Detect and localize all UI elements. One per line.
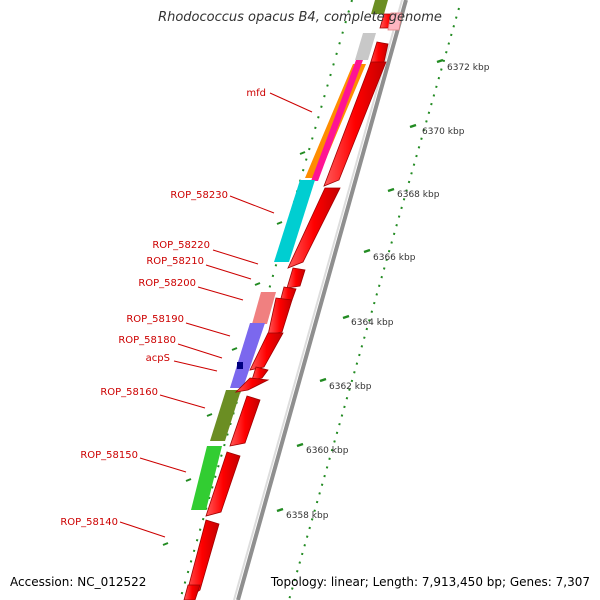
kbp-label: 6366 kbp bbox=[373, 253, 416, 263]
gene-label: acpS bbox=[146, 353, 170, 364]
kbp-label: 6368 kbp bbox=[397, 190, 440, 200]
inner-ticks bbox=[162, 151, 306, 546]
gene-label: ROP_58200 bbox=[138, 278, 196, 289]
gene-label: ROP_58150 bbox=[80, 450, 138, 461]
kbp-label: 6358 kbp bbox=[286, 511, 329, 521]
genome-title: Rhodococcus opacus B4, complete genome bbox=[158, 10, 442, 25]
scale-dotted-line bbox=[288, 7, 460, 600]
kbp-label: 6360 kbp bbox=[306, 446, 349, 456]
gene-label: ROP_58180 bbox=[118, 335, 176, 346]
kbp-label: 6370 kbp bbox=[422, 127, 465, 137]
kbp-ticks bbox=[276, 58, 444, 513]
category-bars bbox=[191, 0, 388, 510]
kbp-label: 6364 kbp bbox=[351, 318, 394, 328]
topology-text: Topology: linear; Length: 7,913,450 bp; … bbox=[270, 575, 590, 589]
kbp-label: 6362 kbp bbox=[329, 382, 372, 392]
genome-backbone bbox=[236, 0, 408, 600]
accession-text: Accession: NC_012522 bbox=[10, 575, 147, 589]
gene-label: ROP_58160 bbox=[100, 387, 158, 398]
kbp-label: 6372 kbp bbox=[447, 63, 490, 73]
label-leaders bbox=[119, 92, 313, 538]
gene-label: ROP_58210 bbox=[146, 256, 204, 267]
gene-label: ROP_58190 bbox=[126, 314, 184, 325]
gene-label: mfd bbox=[246, 88, 266, 99]
gene-label: ROP_58220 bbox=[152, 240, 210, 251]
gene-label: ROP_58230 bbox=[170, 190, 228, 201]
gene-label: ROP_58140 bbox=[60, 517, 118, 528]
gene-arrows bbox=[183, 12, 403, 600]
